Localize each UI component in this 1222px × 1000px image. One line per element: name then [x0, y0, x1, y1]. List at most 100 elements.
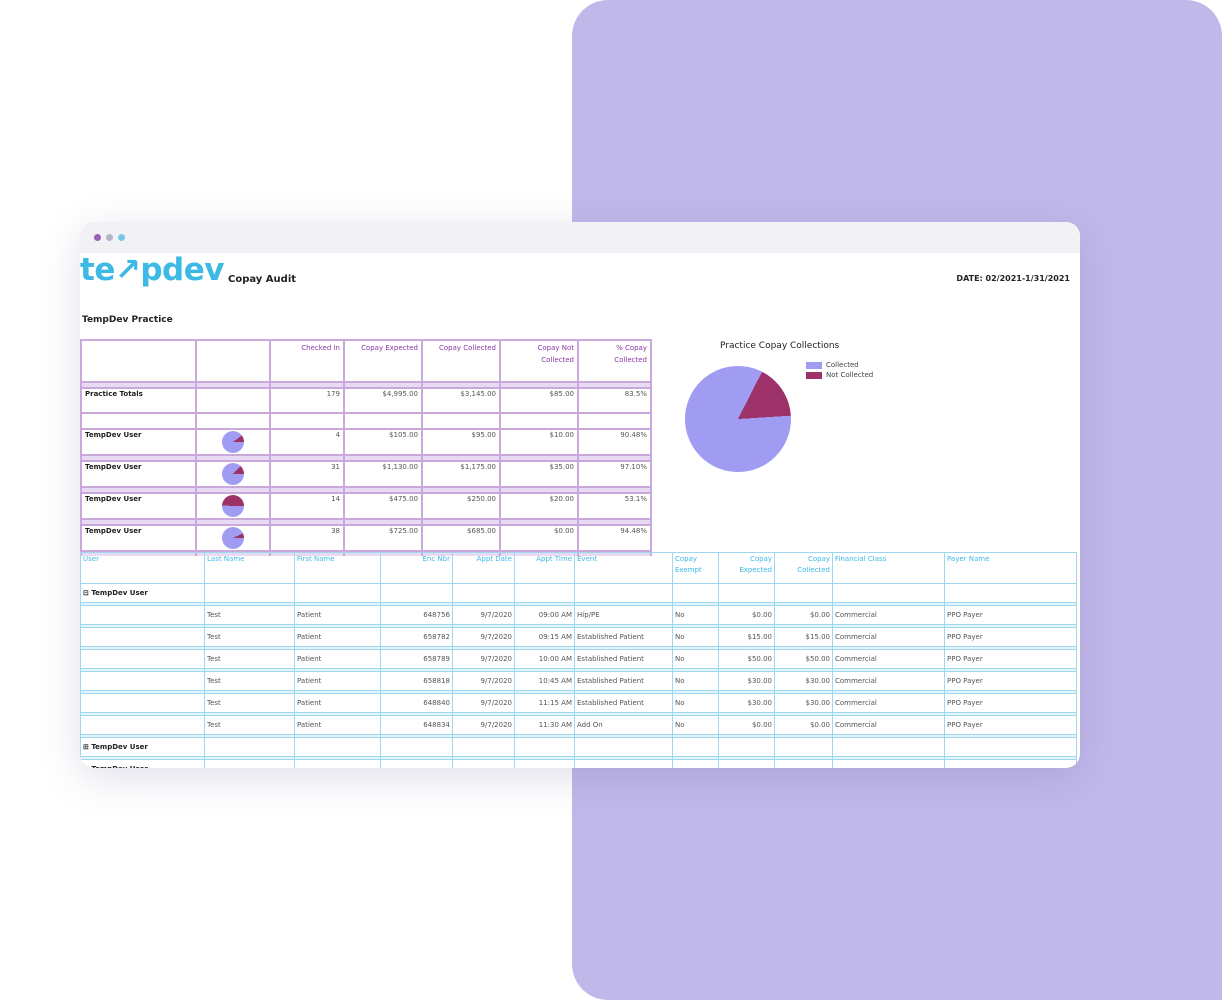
table-cell: Commercial: [832, 693, 945, 713]
mini-pie-chart: [222, 527, 244, 549]
user-not-collected: $10.00: [499, 428, 579, 456]
user-summary-row: TempDev User 31 $1,130.00 $1,175.00 $35.00 97…: [80, 460, 652, 488]
detail-col-header[interactable]: Appt Date: [452, 552, 515, 584]
empty-cell: [944, 759, 1077, 768]
empty-cell: [514, 737, 575, 757]
table-cell: $0.00: [718, 605, 775, 625]
user-expected: $475.00: [343, 492, 423, 520]
detail-group-row[interactable]: ⊟ TempDev User: [80, 583, 1077, 603]
table-row[interactable]: Test Patient 648840 9/7/2020 11:15 AM Establi…: [80, 693, 1077, 713]
summary-table: Checked In Copay Expected Copay Collecte…: [80, 339, 652, 556]
table-row[interactable]: Test Patient 658782 9/7/2020 09:15 AM Establi…: [80, 627, 1077, 647]
detail-group-row[interactable]: ⊞ TempDev User: [80, 759, 1077, 768]
summary-col-header: Copay Not Collected: [499, 339, 579, 383]
empty-cell: [380, 737, 453, 757]
row-band: [80, 624, 1077, 628]
collapse-toggle-icon[interactable]: ⊞: [83, 765, 91, 768]
user-expected: $1,130.00: [343, 460, 423, 488]
table-cell: No: [672, 715, 719, 735]
practice-label: TempDev Practice: [82, 315, 173, 325]
user-name: TempDev User: [80, 492, 197, 520]
user-checked-in: 31: [269, 460, 345, 488]
table-cell: Commercial: [832, 671, 945, 691]
user-summary-row: TempDev User 14 $475.00 $250.00 $20.00 53.1%: [80, 492, 652, 520]
table-cell: Established Patient: [574, 693, 673, 713]
totals-expected: $4,995.00: [343, 387, 423, 414]
table-cell: Established Patient: [574, 671, 673, 691]
table-cell: 648840: [380, 693, 453, 713]
user-checked-in: 38: [269, 524, 345, 552]
group-cell[interactable]: ⊟ TempDev User: [80, 583, 205, 603]
user-collected: $1,175.00: [421, 460, 501, 488]
table-cell: PPO Payer: [944, 671, 1077, 691]
group-cell[interactable]: ⊞ TempDev User: [80, 737, 205, 757]
group-cell[interactable]: ⊞ TempDev User: [80, 759, 205, 768]
detail-col-header[interactable]: Copay Expected: [718, 552, 775, 584]
table-cell: Hip/PE: [574, 605, 673, 625]
empty-cell: [774, 759, 833, 768]
empty-cell: [294, 737, 381, 757]
table-cell: [80, 627, 205, 647]
legend-label: Collected: [826, 361, 859, 369]
detail-col-header[interactable]: Last Name: [204, 552, 295, 584]
totals-not-collected: $85.00: [499, 387, 579, 414]
legend-swatch-collected: [806, 361, 822, 369]
table-row[interactable]: Test Patient 648756 9/7/2020 09:00 AM Hip/PE N…: [80, 605, 1077, 625]
window-maximize-dot[interactable]: [118, 234, 125, 241]
table-cell: 9/7/2020: [452, 649, 515, 669]
window-minimize-dot[interactable]: [106, 234, 113, 241]
user-collected: $95.00: [421, 428, 501, 456]
user-pct: 53.1%: [577, 492, 652, 520]
row-band: [80, 712, 1077, 716]
table-cell: 09:15 AM: [514, 627, 575, 647]
table-cell: Test: [204, 671, 295, 691]
detail-col-header[interactable]: First Name: [294, 552, 381, 584]
empty-cell: [672, 737, 719, 757]
table-cell: PPO Payer: [944, 605, 1077, 625]
empty-cell: [294, 583, 381, 603]
empty-cell: [774, 583, 833, 603]
detail-col-header[interactable]: Copay Collected: [774, 552, 833, 584]
detail-col-header[interactable]: User: [80, 552, 205, 584]
user-not-collected: $20.00: [499, 492, 579, 520]
collapse-toggle-icon[interactable]: ⊟: [83, 589, 92, 597]
empty-cell: [514, 583, 575, 603]
legend-item-not-collected: Not Collected: [806, 370, 873, 380]
table-cell: [80, 605, 205, 625]
table-cell: $30.00: [718, 693, 775, 713]
table-cell: Patient: [294, 605, 381, 625]
user-not-collected: $35.00: [499, 460, 579, 488]
table-cell: 648834: [380, 715, 453, 735]
user-not-collected: $0.00: [499, 524, 579, 552]
table-cell: [80, 693, 205, 713]
legend-label: Not Collected: [826, 371, 874, 379]
table-row[interactable]: Test Patient 648834 9/7/2020 11:30 AM Add On N…: [80, 715, 1077, 735]
detail-col-header[interactable]: Enc Nbr: [380, 552, 453, 584]
detail-col-header[interactable]: Financial Class: [832, 552, 945, 584]
table-cell: 658789: [380, 649, 453, 669]
totals-name: Practice Totals: [80, 387, 197, 414]
detail-group-row[interactable]: ⊞ TempDev User: [80, 737, 1077, 757]
empty-cell: [574, 759, 673, 768]
table-cell: Established Patient: [574, 649, 673, 669]
totals-collected: $3,145.00: [421, 387, 501, 414]
summary-gap: [80, 487, 652, 493]
collapse-toggle-icon[interactable]: ⊞: [83, 743, 92, 751]
table-cell: $0.00: [774, 715, 833, 735]
summary-gap: [80, 382, 652, 388]
table-row[interactable]: Test Patient 658818 9/7/2020 10:45 AM Establi…: [80, 671, 1077, 691]
empty-cell: [718, 759, 775, 768]
table-cell: 658782: [380, 627, 453, 647]
table-cell: Test: [204, 627, 295, 647]
table-cell: Patient: [294, 627, 381, 647]
table-cell: $50.00: [774, 649, 833, 669]
detail-col-header[interactable]: Payer Name: [944, 552, 1077, 584]
user-expected: $725.00: [343, 524, 423, 552]
table-row[interactable]: Test Patient 658789 9/7/2020 10:00 AM Establi…: [80, 649, 1077, 669]
detail-col-header[interactable]: Copay Exempt: [672, 552, 719, 584]
window-close-dot[interactable]: [94, 234, 101, 241]
summary-col-header: [80, 339, 197, 383]
table-cell: $30.00: [774, 693, 833, 713]
detail-col-header[interactable]: Appt Time: [514, 552, 575, 584]
detail-col-header[interactable]: Event: [574, 552, 673, 584]
